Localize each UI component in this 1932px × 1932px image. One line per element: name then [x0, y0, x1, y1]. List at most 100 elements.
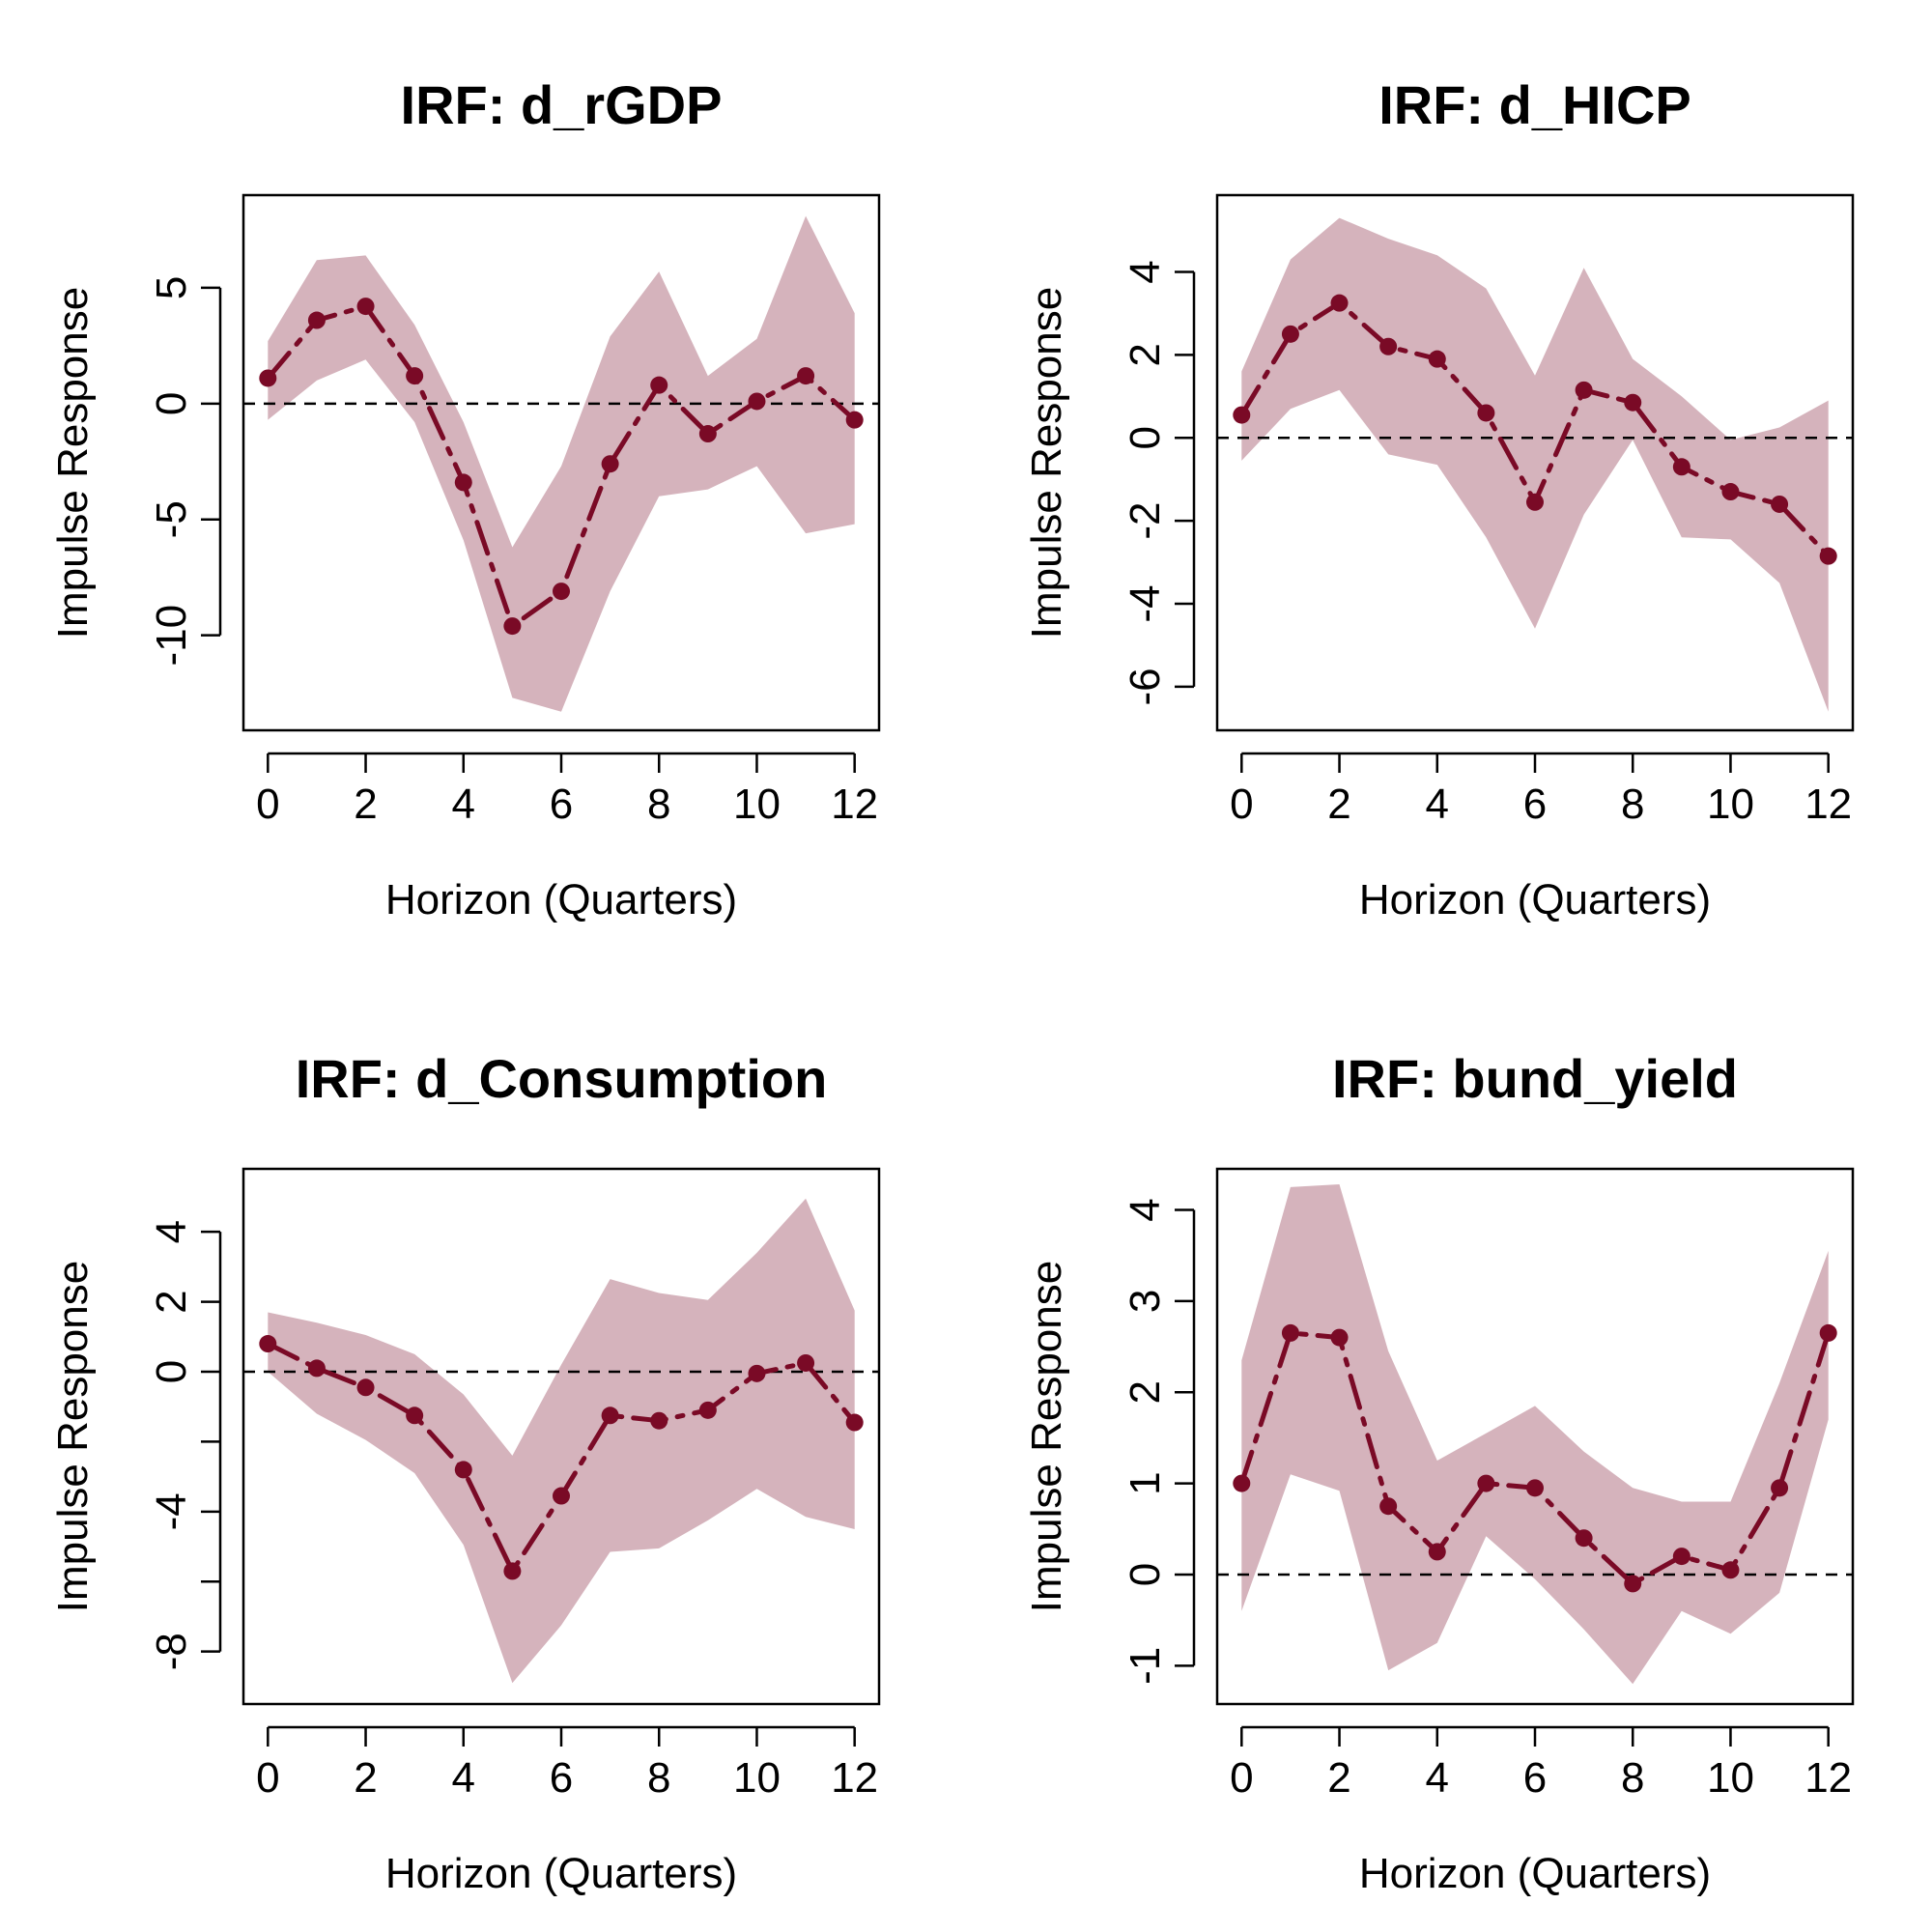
x-tick-label: 0: [256, 781, 279, 828]
x-axis: 0 2 4 6 8 10 12: [1230, 1725, 1852, 1802]
x-tick-label: 6: [550, 1754, 573, 1802]
y-tick-label: 0: [1122, 1563, 1169, 1586]
x-tick-label: 10: [733, 1754, 781, 1802]
irf-point: [1330, 294, 1349, 312]
irf-point: [307, 1359, 326, 1378]
y-tick-label: 0: [148, 392, 195, 415]
x-axis-label: Horizon (Quarters): [385, 876, 737, 923]
irf-point: [1575, 381, 1593, 399]
irf-point: [1281, 1323, 1299, 1342]
x-tick-label: 10: [1707, 781, 1754, 828]
y-tick-label: -2: [1122, 502, 1169, 540]
irf-point: [1771, 495, 1789, 513]
chart-title: IRF: d_Consumption: [296, 1048, 828, 1109]
irf-point: [1233, 406, 1251, 424]
irf-point: [1526, 1479, 1544, 1497]
confidence-band: [268, 215, 855, 712]
irf-point: [1771, 1479, 1789, 1497]
y-axis-label: Impulse Response: [49, 1261, 97, 1612]
y-axis: -10 -5 0 5: [148, 276, 222, 667]
irf-point: [1624, 393, 1642, 412]
y-tick-label: 2: [1122, 1380, 1169, 1404]
x-tick-label: 0: [256, 1754, 279, 1802]
x-tick-label: 8: [1621, 781, 1644, 828]
irf-point: [553, 1487, 570, 1505]
irf-point: [454, 1461, 472, 1479]
y-axis: -8 -4 0 2 4: [148, 1220, 222, 1670]
x-tick-label: 0: [1230, 1754, 1253, 1802]
y-tick-label: -1: [1122, 1647, 1169, 1685]
x-tick-label: 2: [354, 781, 377, 828]
irf-point: [650, 1411, 668, 1430]
y-tick-label: -10: [148, 605, 195, 667]
x-tick-label: 10: [1707, 1754, 1754, 1802]
x-tick-label: 4: [452, 1754, 475, 1802]
chart-title: IRF: bund_yield: [1332, 1048, 1738, 1109]
plot-frame: [1215, 1167, 1855, 1706]
irf-point: [259, 369, 277, 387]
x-axis-label: Horizon (Quarters): [1359, 876, 1711, 923]
irf-panel-3: IRF: d_Consumption 0 2 4 6 8 10 12 Horizon (Quar…: [49, 1048, 881, 1897]
irf-point: [698, 1401, 717, 1419]
irf-point: [797, 367, 815, 385]
x-tick-label: 4: [452, 781, 475, 828]
x-axis: 0 2 4 6 8 10 12: [256, 752, 878, 828]
confidence-band: [1241, 1184, 1829, 1685]
irf-point: [1379, 337, 1398, 355]
confidence-band: [268, 1198, 855, 1684]
y-axis-label: Impulse Response: [1023, 1261, 1070, 1612]
irf-point: [503, 1562, 522, 1580]
irf-point: [1233, 1474, 1251, 1492]
x-tick-label: 12: [1804, 781, 1852, 828]
irf-point: [1281, 325, 1299, 343]
irf-point: [601, 1406, 619, 1425]
irf-point: [1672, 1548, 1690, 1566]
irf-point: [748, 1364, 766, 1382]
y-axis-label: Impulse Response: [1023, 287, 1070, 639]
y-tick-label: -5: [148, 500, 195, 538]
y-axis: -1 0 1 2 3 4: [1122, 1198, 1196, 1685]
plot-frame: [242, 193, 881, 732]
y-tick-label: -4: [148, 1492, 195, 1530]
irf-point: [1477, 1474, 1495, 1492]
irf-point: [1819, 547, 1837, 565]
irf-point: [1721, 1561, 1740, 1579]
y-tick-label: 4: [1122, 260, 1169, 283]
x-tick-label: 12: [1804, 1754, 1852, 1802]
y-tick-label: 2: [1122, 343, 1169, 366]
irf-point: [553, 582, 570, 601]
irf-point: [650, 376, 668, 394]
plot-frame: [1215, 193, 1855, 732]
x-axis: 0 2 4 6 8 10 12: [1230, 752, 1852, 828]
y-tick-label: 0: [1122, 426, 1169, 449]
y-tick-label: 4: [148, 1220, 195, 1243]
irf-point: [406, 367, 424, 385]
irf-point: [1575, 1529, 1593, 1548]
irf-point: [748, 392, 766, 411]
irf-point: [503, 617, 522, 636]
y-tick-label: 2: [148, 1290, 195, 1313]
x-tick-label: 12: [831, 1754, 878, 1802]
x-axis-label: Horizon (Quarters): [385, 1850, 737, 1897]
irf-point: [454, 473, 472, 492]
irf-point: [797, 1353, 815, 1372]
irf-point: [307, 311, 326, 329]
irf-point: [1721, 483, 1740, 501]
y-tick-label: -4: [1122, 584, 1169, 622]
irf-point: [1428, 350, 1446, 368]
x-tick-label: 10: [733, 781, 781, 828]
y-tick-label: 5: [148, 276, 195, 299]
plot-frame: [242, 1167, 881, 1706]
irf-point: [259, 1335, 277, 1353]
irf-point: [1330, 1328, 1349, 1347]
irf-point: [1477, 404, 1495, 422]
x-tick-label: 8: [647, 1754, 670, 1802]
x-tick-label: 12: [831, 781, 878, 828]
x-tick-label: 4: [1426, 781, 1449, 828]
chart-title: IRF: d_rGDP: [401, 74, 723, 135]
x-axis-label: Horizon (Quarters): [1359, 1850, 1711, 1897]
confidence-band: [1241, 217, 1829, 712]
x-tick-label: 6: [1523, 781, 1547, 828]
